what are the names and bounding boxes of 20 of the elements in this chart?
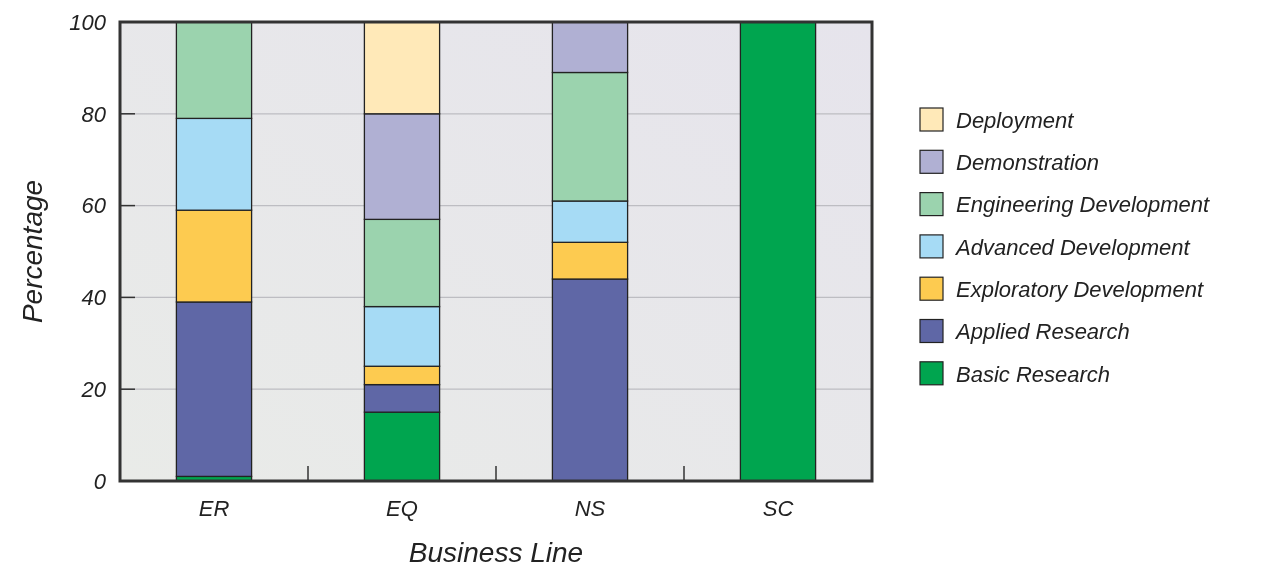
y-tick-label: 80 [81, 101, 107, 127]
y-tick-label: 20 [80, 376, 107, 402]
x-axis-title: Business Line [408, 537, 584, 568]
legend-label: Demonstration [956, 150, 1100, 175]
legend-label: Engineering Development [956, 192, 1211, 218]
y-tick-label: 60 [81, 193, 107, 219]
bar [739, 21, 817, 482]
y-tick-label: 100 [69, 9, 107, 35]
legend-label: Basic Research [956, 361, 1111, 387]
x-tick-label: NS [574, 496, 606, 521]
y-axis-title: Percentage [17, 179, 48, 324]
x-tick-label: ER [198, 496, 230, 521]
legend-label: Deployment [956, 107, 1075, 133]
x-tick-label: EQ [386, 496, 418, 521]
legend-label: Advanced Development [954, 234, 1191, 260]
y-tick-label: 0 [93, 468, 107, 494]
x-tick-label: SC [762, 496, 794, 521]
legend-label: Applied Research [954, 319, 1130, 345]
legend-label: Exploratory Development [956, 276, 1204, 302]
y-tick-label: 40 [81, 285, 107, 311]
